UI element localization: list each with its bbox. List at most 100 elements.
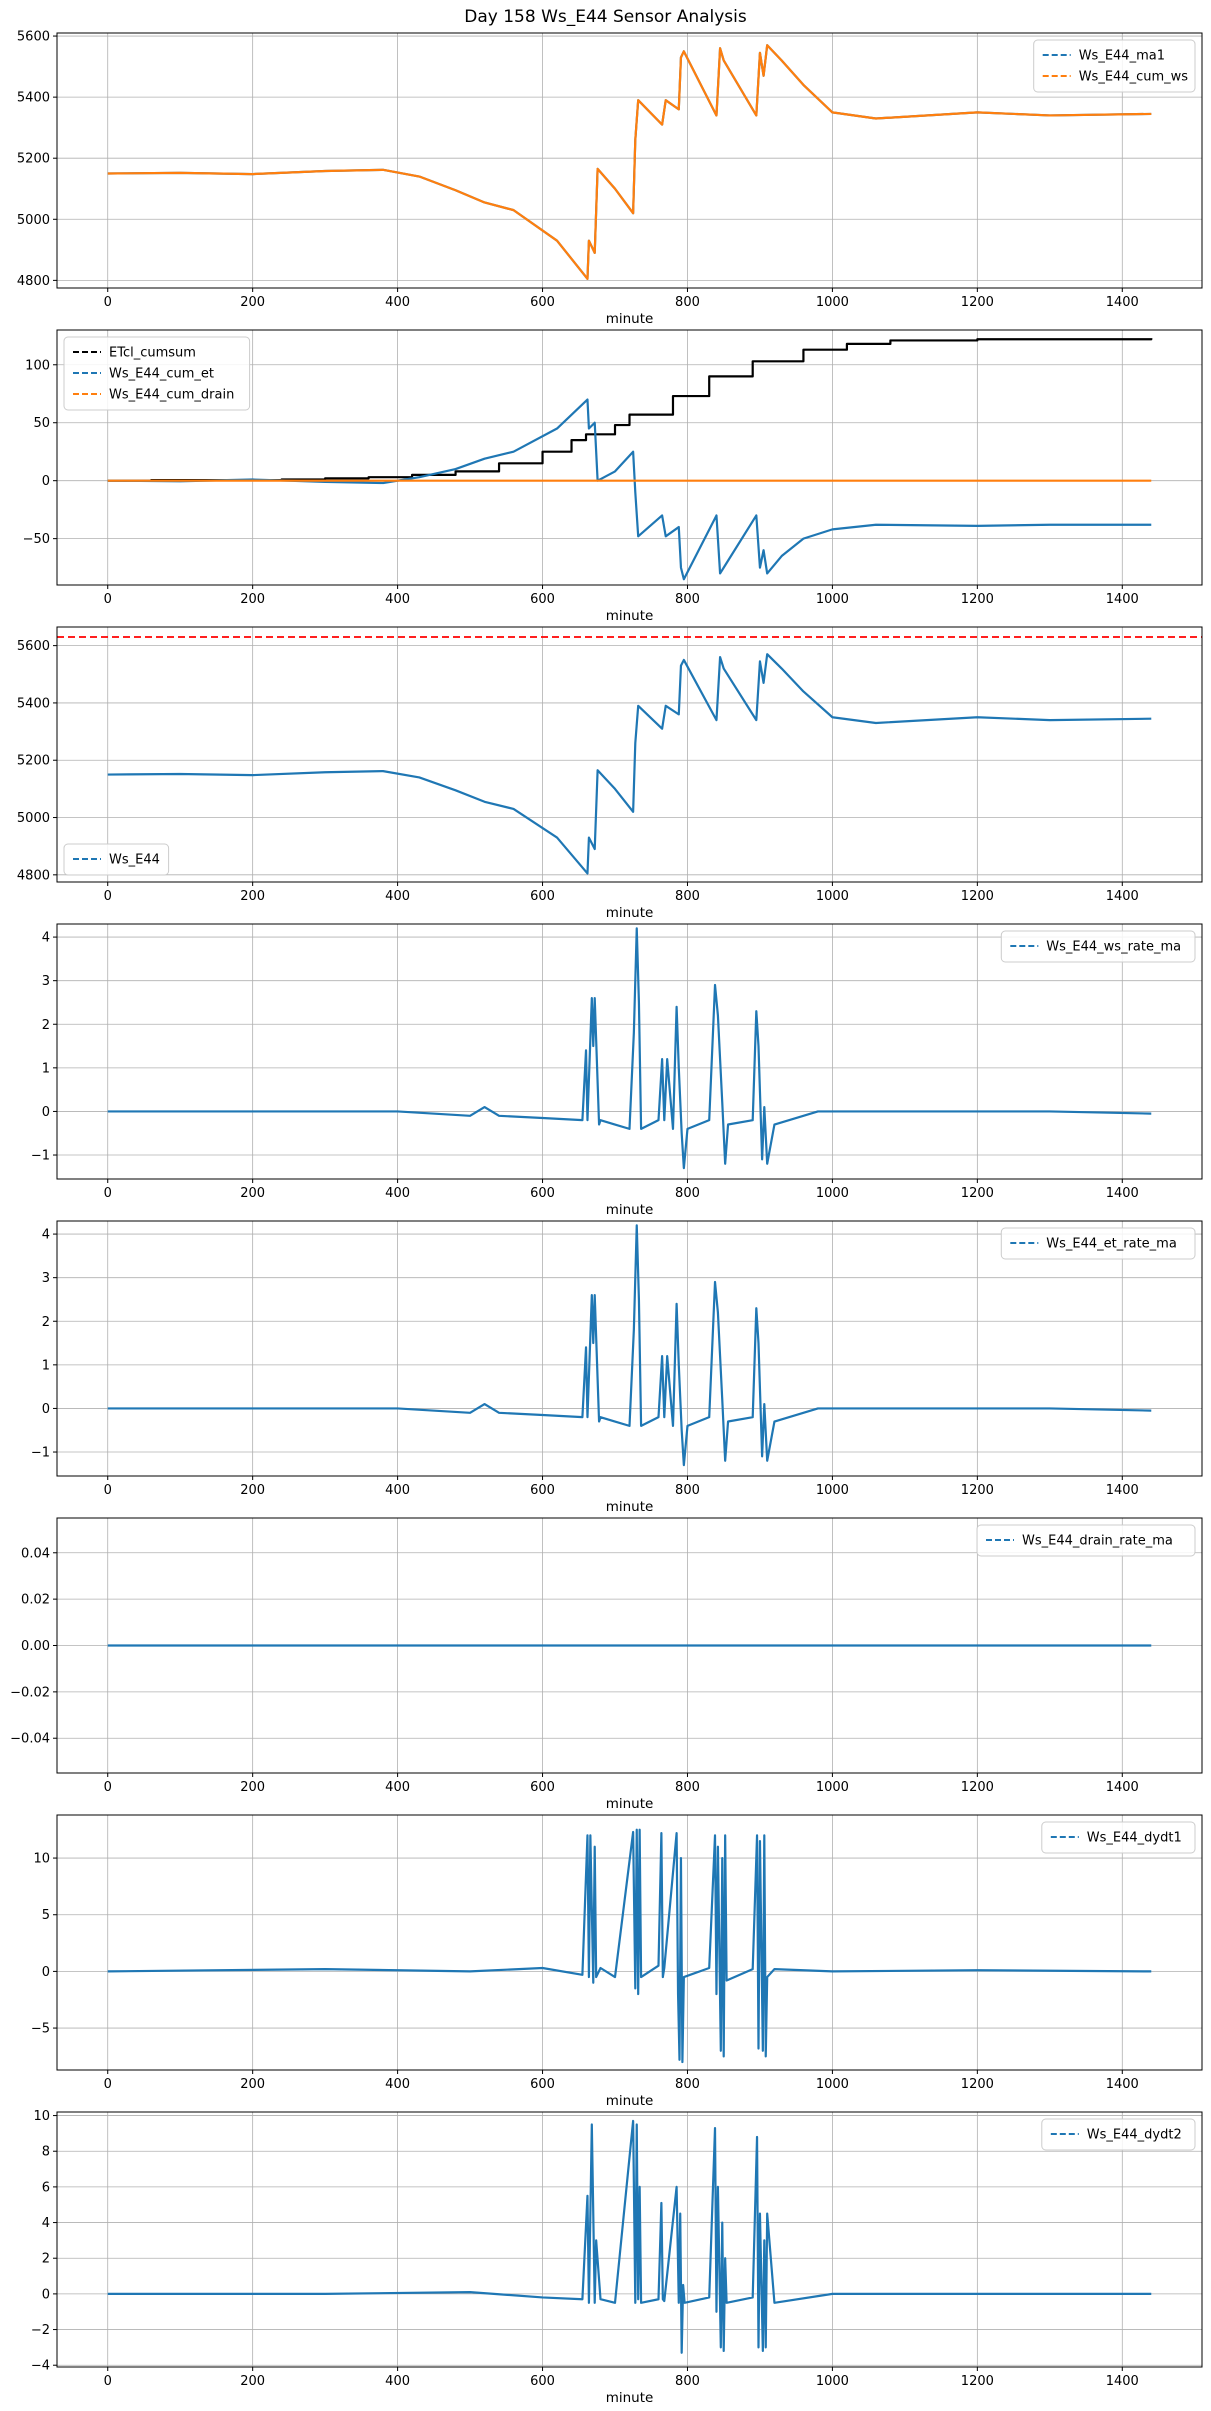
y-tick-label: 0.00 <box>21 1639 50 1654</box>
y-tick-label: 3 <box>42 974 50 989</box>
x-tick-label: 1400 <box>1106 2374 1139 2389</box>
x-tick-label: 1200 <box>961 295 994 310</box>
legend-box <box>1041 1821 1196 1854</box>
y-tick-label: 1 <box>42 1358 50 1373</box>
y-tick-label: −4 <box>31 2359 50 2374</box>
axes-frame <box>56 2111 1203 2368</box>
y-tick-label: −0.04 <box>10 1732 50 1747</box>
x-tick-label: 1200 <box>961 2077 994 2092</box>
series-line-Ws_E44_dydt2 <box>107 2119 1152 2354</box>
figure-title: Day 158 Ws_E44 Sensor Analysis <box>464 7 747 27</box>
series-line-ETcl_cumsum <box>107 338 1153 482</box>
legend-label: Ws_E44_ws_rate_ma <box>1046 940 1181 955</box>
series-line-Ws_E44_cum_ws <box>107 44 1152 280</box>
x-tick-label: 600 <box>530 1186 555 1201</box>
x-tick-label: 600 <box>530 592 555 607</box>
x-tick-label: 1400 <box>1106 2077 1139 2092</box>
x-tick-label: 800 <box>675 295 700 310</box>
subplot-2: 0 200 400 600 800 1000 1200 1400 −50 0 50 100 minute… <box>23 329 1203 624</box>
y-tick-label: 2 <box>42 2252 50 2267</box>
x-tick-label: 200 <box>240 2077 265 2092</box>
x-tick-label: 800 <box>675 2374 700 2389</box>
x-tick-label: 1200 <box>961 1186 994 1201</box>
legend-label: ETcl_cumsum <box>109 346 196 361</box>
x-tick-label: 200 <box>240 592 265 607</box>
x-tick-label: 1200 <box>961 1780 994 1795</box>
ticks: 0 200 400 600 800 1000 1200 1400 −0.04 −0.02 0.00 0… <box>10 1546 1139 1795</box>
x-tick-label: 1000 <box>816 2374 849 2389</box>
y-tick-label: 3 <box>42 1271 50 1286</box>
x-axis-label: minute <box>606 2093 654 2109</box>
y-tick-label: −5 <box>31 2022 50 2037</box>
x-tick-label: 0 <box>104 295 112 310</box>
y-tick-label: 5 <box>42 1908 50 1923</box>
series-line-Ws_E44_dydt1 <box>107 1828 1152 2064</box>
x-tick-label: 1400 <box>1106 1483 1139 1498</box>
x-tick-label: 400 <box>385 295 410 310</box>
y-tick-label: 4 <box>42 931 50 946</box>
y-tick-label: 4 <box>42 1228 50 1243</box>
x-tick-label: 200 <box>240 889 265 904</box>
subplot-5: 0 200 400 600 800 1000 1200 1400 −1 0 1 2 3 4 minute Ws… <box>31 1220 1203 1515</box>
y-tick-label: 2 <box>42 1315 50 1330</box>
legend-box <box>1041 2118 1196 2151</box>
x-tick-label: 200 <box>240 1780 265 1795</box>
x-tick-label: 400 <box>385 592 410 607</box>
ticks: 0 200 400 600 800 1000 1200 1400 4800 5000 5200 540… <box>17 30 1139 310</box>
legend-box <box>63 843 170 876</box>
legend-label: Ws_E44_et_rate_ma <box>1046 1237 1177 1252</box>
x-tick-label: 800 <box>675 2077 700 2092</box>
x-tick-label: 600 <box>530 889 555 904</box>
grid <box>57 33 1202 288</box>
y-tick-label: 0.04 <box>21 1546 50 1561</box>
y-tick-label: 5000 <box>17 213 50 228</box>
y-tick-label: 4800 <box>17 274 50 289</box>
legend-label: Ws_E44_cum_et <box>109 367 214 382</box>
y-tick-label: 0 <box>42 1402 50 1417</box>
x-tick-label: 1400 <box>1106 295 1139 310</box>
x-tick-label: 600 <box>530 1780 555 1795</box>
x-tick-label: 0 <box>104 1186 112 1201</box>
x-tick-label: 800 <box>675 592 700 607</box>
x-tick-label: 0 <box>104 1780 112 1795</box>
y-tick-label: 2 <box>42 1018 50 1033</box>
x-tick-label: 1200 <box>961 592 994 607</box>
y-tick-label: 0 <box>42 474 50 489</box>
y-tick-label: 5600 <box>17 30 50 45</box>
y-tick-label: −50 <box>23 532 50 547</box>
legend-label: Ws_E44_ma1 <box>1079 49 1165 64</box>
x-tick-label: 1200 <box>961 1483 994 1498</box>
y-tick-label: 5600 <box>17 639 50 654</box>
y-tick-label: 0 <box>42 1105 50 1120</box>
axes-frame <box>56 923 1203 1180</box>
ticks: 0 200 400 600 800 1000 1200 1400 −1 0 1 2 3 4 <box>31 1228 1139 1498</box>
x-tick-label: 400 <box>385 1186 410 1201</box>
x-tick-label: 1000 <box>816 889 849 904</box>
grid <box>57 627 1202 882</box>
legend-box <box>1000 1227 1196 1260</box>
x-tick-label: 800 <box>675 1483 700 1498</box>
x-tick-label: 1400 <box>1106 889 1139 904</box>
x-tick-label: 1000 <box>816 1483 849 1498</box>
legend-box <box>976 1524 1196 1557</box>
y-tick-label: 5200 <box>17 152 50 167</box>
x-tick-label: 400 <box>385 1780 410 1795</box>
series-line-Ws_E44_ws_rate_ma <box>107 927 1152 1170</box>
x-tick-label: 1000 <box>816 592 849 607</box>
subplot-3: 0 200 400 600 800 1000 1200 1400 4800 5000 5200 540… <box>17 626 1203 921</box>
ticks: 0 200 400 600 800 1000 1200 1400 4800 5000 5200 540… <box>17 639 1139 904</box>
legend: Ws_E44_dydt2 <box>1041 2118 1196 2151</box>
subplot-1: 0 200 400 600 800 1000 1200 1400 4800 5000 5200 540… <box>17 30 1203 327</box>
grid <box>57 2112 1202 2367</box>
series-group <box>107 653 1152 875</box>
axes-frame <box>56 1220 1203 1477</box>
x-tick-label: 800 <box>675 1780 700 1795</box>
y-tick-label: 10 <box>33 2109 50 2124</box>
x-tick-label: 1400 <box>1106 1186 1139 1201</box>
axes-frame <box>56 32 1203 289</box>
x-tick-label: 0 <box>104 2374 112 2389</box>
x-tick-label: 200 <box>240 2374 265 2389</box>
y-tick-label: 4800 <box>17 868 50 883</box>
series-group <box>107 338 1153 581</box>
series-line-Ws_E44_ma1 <box>107 44 1152 280</box>
